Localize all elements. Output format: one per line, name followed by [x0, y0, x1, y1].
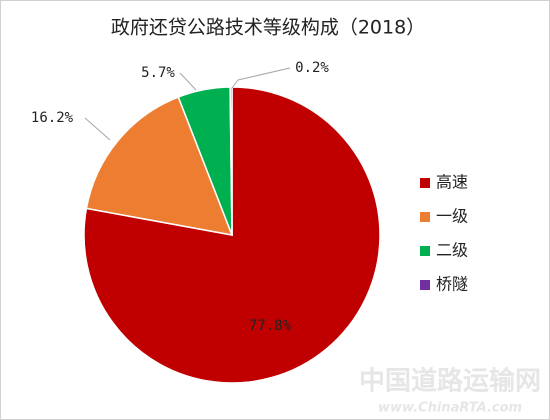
value-label: 77.8% [249, 318, 292, 334]
legend-label: 高速 [436, 173, 468, 192]
legend-swatch [420, 246, 430, 256]
leader-line [84, 117, 111, 141]
watermark-name: 中国道路运输网 [359, 366, 541, 397]
legend-label: 一级 [436, 207, 468, 226]
value-label: 0.2% [295, 60, 329, 76]
labels: 77.8% 16.2% 5.7% 0.2% [31, 60, 330, 334]
chart-title: 政府还贷公路技术等级构成（2018） [111, 17, 425, 39]
value-label: 16.2% [31, 110, 74, 126]
legend-swatch [420, 212, 430, 222]
legend-label: 二级 [436, 241, 468, 260]
leader-line [231, 67, 291, 89]
leader-line [179, 72, 197, 91]
value-label: 5.7% [141, 65, 175, 81]
pie-slice [229, 86, 233, 236]
legend-swatch [420, 280, 430, 290]
pie-slice [85, 96, 234, 236]
watermark-url: www.ChinaRTA.com [378, 401, 522, 416]
pie [83, 86, 381, 384]
legend-label: 桥隧 [436, 275, 468, 294]
legend-swatch [420, 178, 430, 188]
